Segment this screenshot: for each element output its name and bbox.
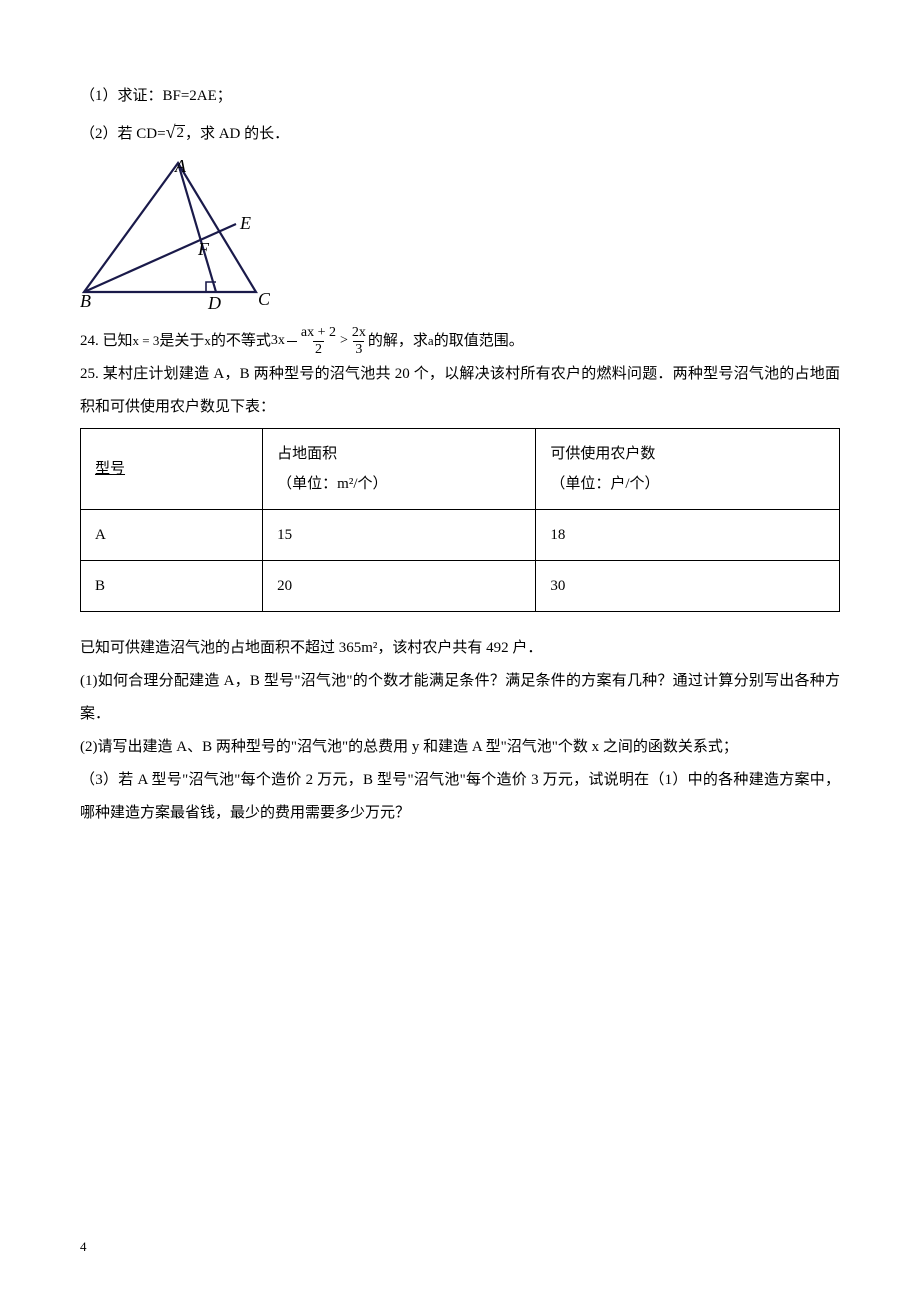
q-part-1: （1）求证：BF=2AE； bbox=[80, 80, 840, 113]
cell-b-area: 20 bbox=[263, 560, 536, 611]
q24-mid2: 的不等式 bbox=[211, 325, 271, 358]
q24-frac2-num: 2x bbox=[350, 326, 368, 341]
q24-frac1: ax + 2 2 bbox=[299, 326, 338, 357]
q24-frac1-num: ax + 2 bbox=[299, 326, 338, 341]
q25-table: 型号 占地面积 （单位：m²/个） 可供使用农户数 （单位：户/个） A 15 … bbox=[80, 428, 840, 612]
sqrt-expr: √ 2 bbox=[166, 113, 185, 153]
sqrt-sign: √ bbox=[166, 113, 176, 153]
page-number: 4 bbox=[80, 1233, 87, 1262]
label-a: A bbox=[174, 157, 187, 176]
triangle-figure: A B C D E F bbox=[80, 157, 270, 317]
q25-p2: (2)请写出建造 A、B 两种型号的"沼气池"的总费用 y 和建造 A 型"沼气… bbox=[80, 731, 840, 764]
q25-p1: (1)如何合理分配建造 A，B 型号"沼气池"的个数才能满足条件？满足条件的方案… bbox=[80, 665, 840, 731]
q24-eq: x = 3 bbox=[133, 327, 160, 356]
table-row: 型号 占地面积 （单位：m²/个） 可供使用农户数 （单位：户/个） bbox=[81, 428, 840, 509]
q24-suffix-a: 的解，求 bbox=[368, 325, 428, 358]
q-part-2-text-a: （2）若 CD= bbox=[80, 118, 166, 151]
q25-intro: 25. 某村庄计划建造 A，B 两种型号的沼气池共 20 个，以解决该村所有农户… bbox=[80, 358, 840, 424]
label-c: C bbox=[258, 289, 270, 309]
q24-3x: 3x bbox=[271, 326, 285, 357]
q24-frac2: 2x 3 bbox=[350, 326, 368, 357]
q24-inequality: 3x ax + 2 2 > 2x 3 bbox=[271, 326, 368, 357]
table-header-col3: 可供使用农户数 （单位：户/个） bbox=[536, 428, 840, 509]
cell-a-area: 15 bbox=[263, 509, 536, 560]
table-header-col2: 占地面积 （单位：m²/个） bbox=[263, 428, 536, 509]
cell-b-name: B bbox=[81, 560, 263, 611]
cell-b-households: 30 bbox=[536, 560, 840, 611]
q24-suffix-b: 的取值范围。 bbox=[434, 325, 524, 358]
header-col3-l2: （单位：户/个） bbox=[550, 469, 825, 499]
sqrt-body: 2 bbox=[175, 125, 185, 141]
cell-a-households: 18 bbox=[536, 509, 840, 560]
q24-frac1-den: 2 bbox=[313, 341, 324, 357]
q25-p3: （3）若 A 型号"沼气池"每个造价 2 万元，B 型号"沼气池"每个造价 3 … bbox=[80, 764, 840, 830]
label-d: D bbox=[207, 293, 221, 313]
q24-line: 24. 已知 x = 3 是关于 x 的不等式 3x ax + 2 2 > 2x… bbox=[80, 325, 840, 358]
header-col1-text: 型号 bbox=[95, 461, 125, 477]
table-header-col1: 型号 bbox=[81, 428, 263, 509]
q-part-2-text-b: ，求 AD 的长． bbox=[185, 118, 289, 151]
q-part-1-text: （1）求证：BF=2AE； bbox=[80, 80, 232, 113]
table-row: B 20 30 bbox=[81, 560, 840, 611]
cell-a-name: A bbox=[81, 509, 263, 560]
q24-frac2-den: 3 bbox=[353, 341, 364, 357]
q-part-2: （2）若 CD= √ 2 ，求 AD 的长． bbox=[80, 113, 840, 153]
label-f: F bbox=[197, 239, 210, 259]
q24-prefix: 24. 已知 bbox=[80, 325, 133, 358]
q24-mid: 是关于 bbox=[159, 325, 204, 358]
table-row: A 15 18 bbox=[81, 509, 840, 560]
label-b: B bbox=[80, 291, 91, 311]
q24-gt: > bbox=[340, 326, 348, 357]
header-col2-l2: （单位：m²/个） bbox=[277, 469, 521, 499]
q25-after1: 已知可供建造沼气池的占地面积不超过 365m²，该村农户共有 492 户． bbox=[80, 632, 840, 665]
header-col2-l1: 占地面积 bbox=[277, 439, 521, 469]
label-e: E bbox=[239, 213, 251, 233]
header-col3-l1: 可供使用农户数 bbox=[550, 439, 825, 469]
